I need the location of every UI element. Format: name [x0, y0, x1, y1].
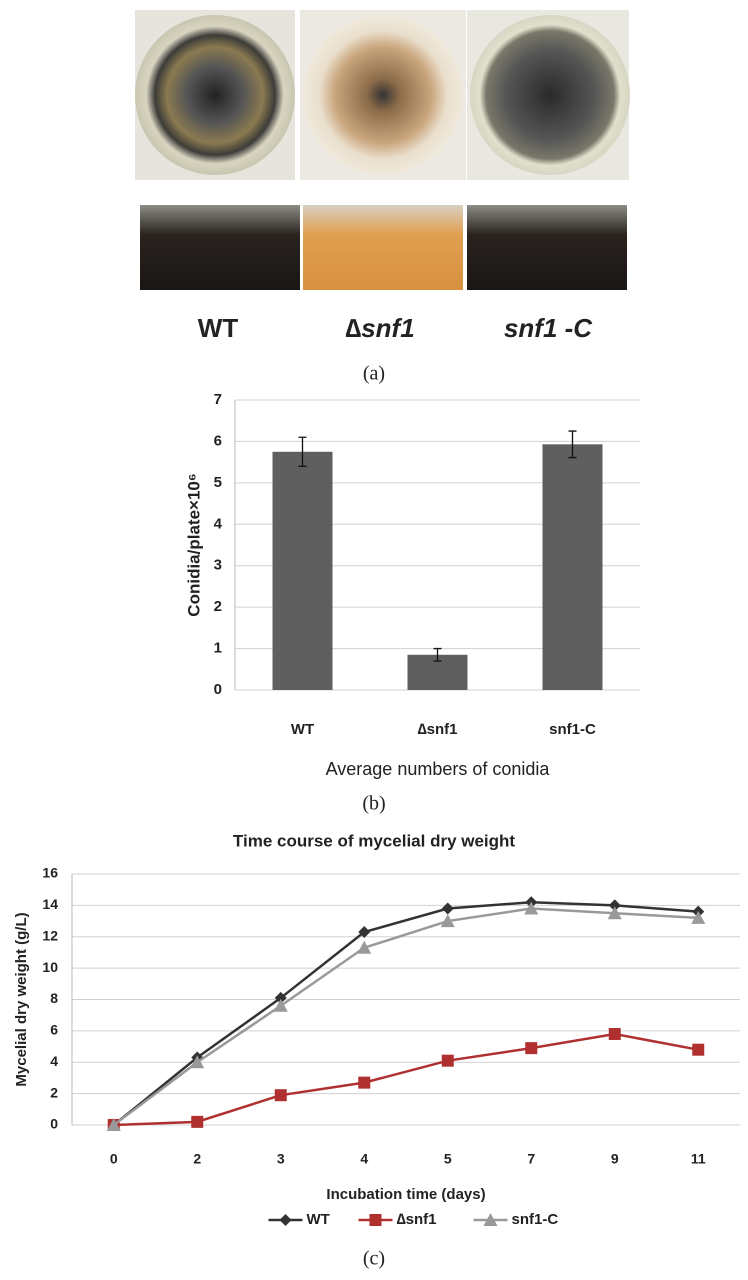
x-tick-label: 7 — [527, 1151, 535, 1167]
panel-label: (a) — [363, 363, 385, 385]
x-tick-label: ∆snf1 — [417, 721, 457, 738]
marker — [274, 1089, 287, 1102]
marker — [358, 926, 371, 939]
y-tick-label: 2 — [214, 598, 222, 615]
y-tick-label: 4 — [50, 1053, 58, 1069]
y-tick-label: 8 — [50, 990, 58, 1006]
flask-photo — [303, 205, 463, 290]
chart-title: Time course of mycelial dry weight — [233, 831, 516, 850]
y-tick-label: 16 — [42, 865, 58, 881]
y-tick-label: 6 — [50, 1022, 58, 1038]
y-tick-label: 6 — [214, 432, 222, 449]
y-tick-label: 10 — [42, 959, 58, 975]
series-line — [112, 907, 699, 1126]
y-tick-label: 7 — [214, 391, 222, 408]
flask-photo — [140, 205, 300, 290]
series-line — [113, 1032, 699, 1127]
marker — [608, 1028, 621, 1041]
legend-label: snf1-C — [512, 1211, 559, 1228]
y-tick-label: 2 — [50, 1084, 58, 1100]
y-tick-label: 1 — [214, 640, 222, 657]
marker — [191, 1115, 204, 1128]
x-tick-label: 0 — [110, 1151, 118, 1167]
y-axis-title: Conidia/plate×10⁶ — [184, 473, 203, 616]
marker — [279, 1214, 292, 1226]
marker — [691, 910, 706, 924]
bar — [272, 451, 333, 690]
y-axis-title: Mycelial dry weight (g/L) — [13, 912, 30, 1086]
strain-label: snf1 -C — [504, 313, 593, 343]
x-tick-label: 5 — [444, 1151, 452, 1167]
marker — [274, 991, 287, 1004]
legend-label: WT — [307, 1211, 330, 1228]
x-tick-label: 2 — [193, 1151, 201, 1167]
marker — [357, 940, 372, 954]
y-tick-label: 4 — [214, 515, 223, 532]
y-tick-label: 0 — [214, 681, 222, 698]
strain-label: WT — [198, 313, 239, 343]
marker — [273, 998, 288, 1012]
legend-label: ∆snf1 — [397, 1211, 437, 1228]
marker — [524, 901, 539, 915]
x-axis-title: Incubation time (days) — [326, 1186, 485, 1203]
panel-label: (b) — [362, 793, 385, 815]
strain-label: ∆snf1 — [345, 313, 414, 343]
y-tick-label: 3 — [214, 557, 222, 574]
marker — [106, 1118, 121, 1131]
error-bar — [298, 436, 307, 467]
series-line — [112, 900, 699, 1126]
petri-dish — [470, 15, 630, 175]
bar — [542, 444, 603, 690]
petri-dish — [135, 15, 295, 175]
marker — [607, 906, 622, 920]
x-axis-title: Average numbers of conidia — [326, 759, 551, 779]
x-tick-label: 9 — [611, 1151, 619, 1167]
marker — [441, 902, 454, 915]
flask-photo — [467, 205, 627, 290]
marker — [525, 1042, 538, 1055]
marker — [369, 1214, 382, 1226]
y-tick-label: 12 — [42, 927, 58, 943]
y-tick-label: 14 — [42, 896, 58, 912]
marker — [608, 899, 621, 912]
error-bar — [433, 647, 442, 662]
y-tick-label: 0 — [50, 1116, 58, 1132]
marker — [692, 1043, 705, 1056]
marker — [440, 914, 455, 928]
x-tick-label: 3 — [277, 1151, 285, 1167]
marker — [190, 1055, 205, 1069]
marker — [358, 1076, 371, 1089]
x-tick-label: 4 — [360, 1151, 368, 1167]
petri-dish — [303, 15, 463, 175]
x-tick-label: WT — [291, 721, 314, 738]
panel-label: (c) — [363, 1248, 385, 1270]
x-tick-label: snf1-C — [549, 721, 596, 738]
marker — [441, 1054, 454, 1067]
marker — [483, 1213, 498, 1226]
error-bar — [568, 430, 577, 459]
x-tick-label: 11 — [691, 1151, 706, 1167]
y-tick-label: 5 — [214, 474, 222, 491]
